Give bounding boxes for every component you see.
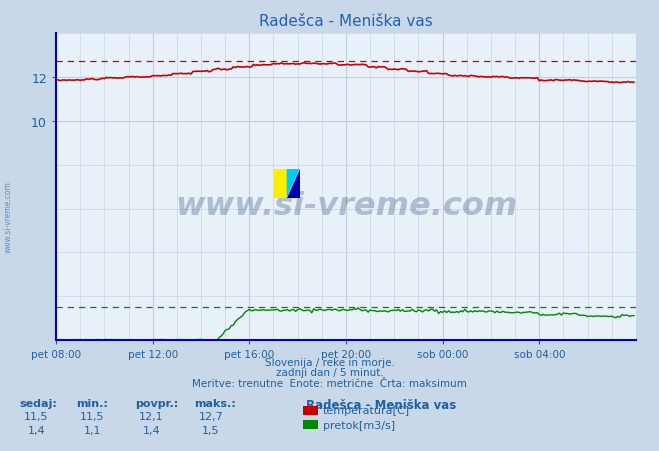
Text: www.si-vreme.com: www.si-vreme.com — [3, 180, 13, 253]
Text: min.:: min.: — [76, 398, 107, 408]
Text: pretok[m3/s]: pretok[m3/s] — [323, 420, 395, 430]
Text: maks.:: maks.: — [194, 398, 236, 408]
Text: Slovenija / reke in morje.: Slovenija / reke in morje. — [264, 357, 395, 367]
Text: Meritve: trenutne  Enote: metrične  Črta: maksimum: Meritve: trenutne Enote: metrične Črta: … — [192, 378, 467, 388]
Text: povpr.:: povpr.: — [135, 398, 179, 408]
Text: 12,1: 12,1 — [139, 411, 164, 421]
Polygon shape — [287, 169, 300, 198]
Text: 11,5: 11,5 — [24, 411, 49, 421]
Text: 1,5: 1,5 — [202, 425, 219, 435]
Text: 1,4: 1,4 — [143, 425, 160, 435]
Text: 12,7: 12,7 — [198, 411, 223, 421]
Polygon shape — [287, 169, 300, 198]
Text: Radešca - Meniška vas: Radešca - Meniška vas — [306, 398, 457, 411]
Title: Radešca - Meniška vas: Radešca - Meniška vas — [259, 14, 433, 28]
Text: www.si-vreme.com: www.si-vreme.com — [175, 190, 517, 221]
Text: 1,4: 1,4 — [28, 425, 45, 435]
Bar — [273, 169, 287, 198]
Text: sedaj:: sedaj: — [20, 398, 57, 408]
Text: temperatura[C]: temperatura[C] — [323, 405, 410, 415]
Text: zadnji dan / 5 minut.: zadnji dan / 5 minut. — [275, 368, 384, 377]
Text: 11,5: 11,5 — [80, 411, 105, 421]
Text: 1,1: 1,1 — [84, 425, 101, 435]
